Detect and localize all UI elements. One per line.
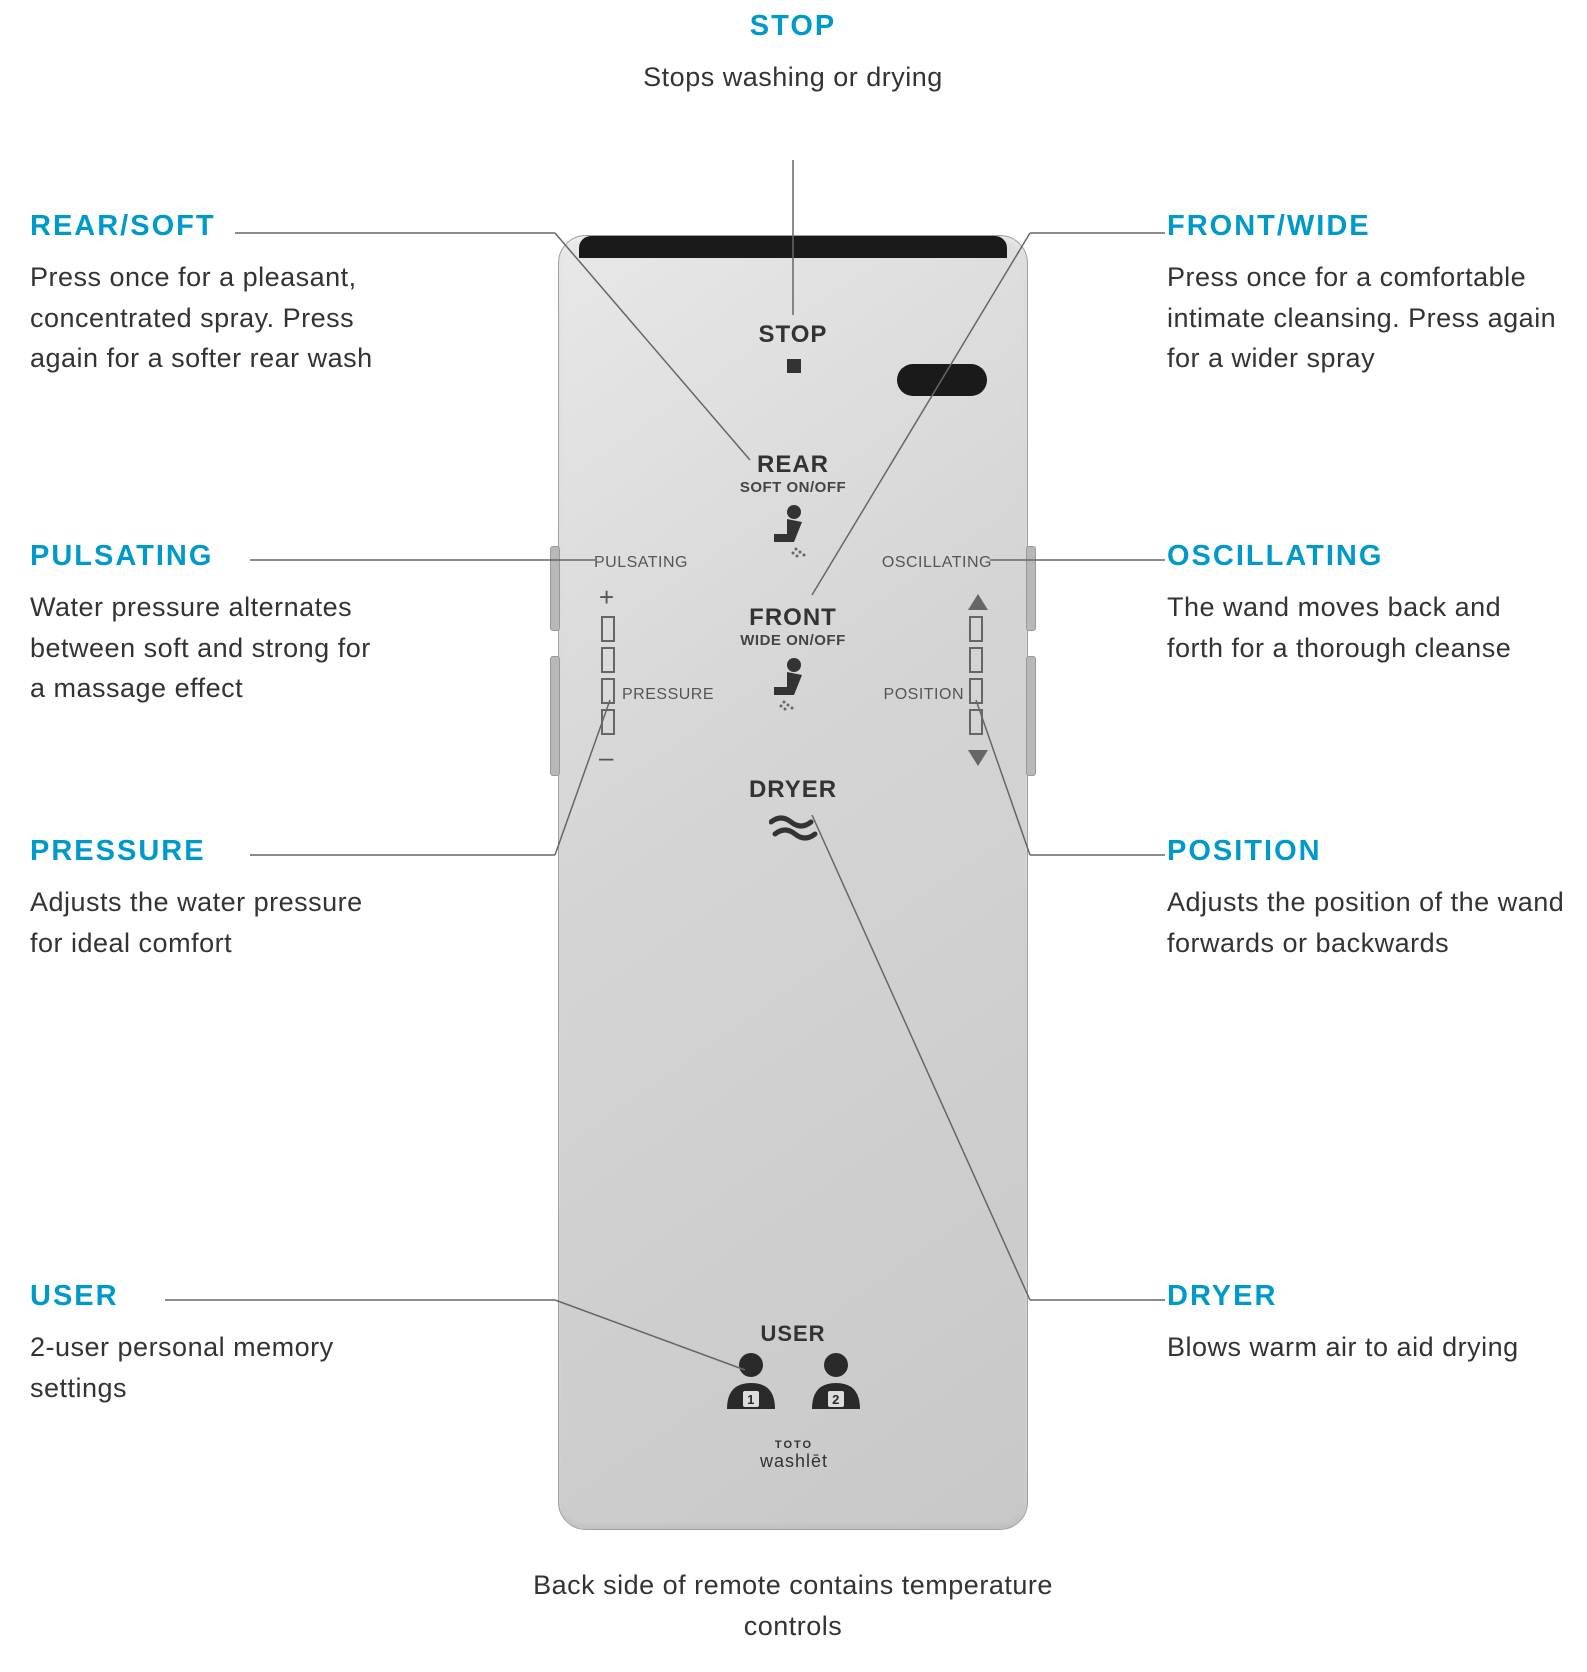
pressure-label[interactable]: PRESSURE xyxy=(622,686,714,704)
callout-stop: STOP Stops washing or drying xyxy=(543,10,1043,98)
callout-position: POSITION Adjusts the position of the wan… xyxy=(1167,835,1567,963)
oscillating-label[interactable]: OSCILLATING xyxy=(882,554,992,572)
svg-text:1: 1 xyxy=(747,1392,755,1407)
logo-top: TOTO xyxy=(704,1439,884,1451)
dryer-icon xyxy=(769,814,819,844)
minus-icon: – xyxy=(599,742,614,773)
down-arrow-icon xyxy=(968,750,988,766)
callout-title: STOP xyxy=(543,10,1043,43)
rear-wash-icon xyxy=(764,504,824,559)
position-button[interactable] xyxy=(1026,656,1036,776)
rear-label[interactable]: REAR xyxy=(559,451,1027,479)
position-bars xyxy=(969,616,989,740)
bottom-caption: Back side of remote contains temperature… xyxy=(493,1565,1093,1646)
remote: STOP REAR SOFT ON/OFF PULSATING OSCILLAT… xyxy=(558,235,1028,1530)
callout-title: OSCILLATING xyxy=(1167,540,1547,573)
callout-dryer: DRYER Blows warm air to aid drying xyxy=(1167,1280,1567,1368)
callout-desc: Water pressure alternates between soft a… xyxy=(30,587,390,709)
callout-desc: Adjusts the water pressure for ideal com… xyxy=(30,882,390,963)
user1-icon[interactable]: 1 xyxy=(719,1351,784,1411)
user2-icon[interactable]: 2 xyxy=(804,1351,869,1411)
callout-title: FRONT/WIDE xyxy=(1167,210,1562,243)
callout-title: PRESSURE xyxy=(30,835,390,868)
callout-title: DRYER xyxy=(1167,1280,1567,1313)
front-wash-icon xyxy=(764,657,824,712)
callout-desc: Press once for a pleasant, concentrated … xyxy=(30,257,430,379)
brand-logo: TOTO washlēt xyxy=(704,1439,884,1472)
callout-pressure: PRESSURE Adjusts the water pressure for … xyxy=(30,835,390,963)
callout-front-wide: FRONT/WIDE Press once for a comfortable … xyxy=(1167,210,1562,379)
front-label[interactable]: FRONT xyxy=(559,604,1027,632)
pressure-button[interactable] xyxy=(550,656,560,776)
callout-pulsating: PULSATING Water pressure alternates betw… xyxy=(30,540,390,709)
callout-desc: Press once for a comfortable intimate cl… xyxy=(1167,257,1562,379)
logo-bottom: washlēt xyxy=(704,1451,884,1472)
callout-title: POSITION xyxy=(1167,835,1567,868)
callout-rear-soft: REAR/SOFT Press once for a pleasant, con… xyxy=(30,210,430,379)
callout-oscillating: OSCILLATING The wand moves back and fort… xyxy=(1167,540,1547,668)
dryer-label[interactable]: DRYER xyxy=(559,776,1027,804)
position-label[interactable]: POSITION xyxy=(884,686,964,704)
user-label: USER xyxy=(559,1321,1027,1347)
front-sublabel: WIDE ON/OFF xyxy=(559,632,1027,649)
plus-icon: + xyxy=(599,582,615,613)
rear-sublabel: SOFT ON/OFF xyxy=(559,479,1027,496)
callout-title: REAR/SOFT xyxy=(30,210,430,243)
pressure-bars xyxy=(601,616,621,740)
ir-window xyxy=(897,364,987,396)
callout-desc: 2-user personal memory settings xyxy=(30,1327,390,1408)
remote-top-strip xyxy=(579,236,1007,258)
callout-desc: Adjusts the position of the wand forward… xyxy=(1167,882,1567,963)
svg-text:2: 2 xyxy=(832,1392,840,1407)
callout-desc: Stops washing or drying xyxy=(543,57,1043,98)
stop-icon xyxy=(787,359,801,373)
stop-label[interactable]: STOP xyxy=(559,321,1027,349)
callout-title: PULSATING xyxy=(30,540,390,573)
oscillating-button[interactable] xyxy=(1026,546,1036,631)
pulsating-button[interactable] xyxy=(550,546,560,631)
pulsating-label[interactable]: PULSATING xyxy=(594,554,688,572)
callout-desc: Blows warm air to aid drying xyxy=(1167,1327,1567,1368)
callout-user: USER 2-user personal memory settings xyxy=(30,1280,390,1408)
up-arrow-icon xyxy=(968,594,988,610)
callout-desc: The wand moves back and forth for a thor… xyxy=(1167,587,1547,668)
callout-title: USER xyxy=(30,1280,390,1313)
